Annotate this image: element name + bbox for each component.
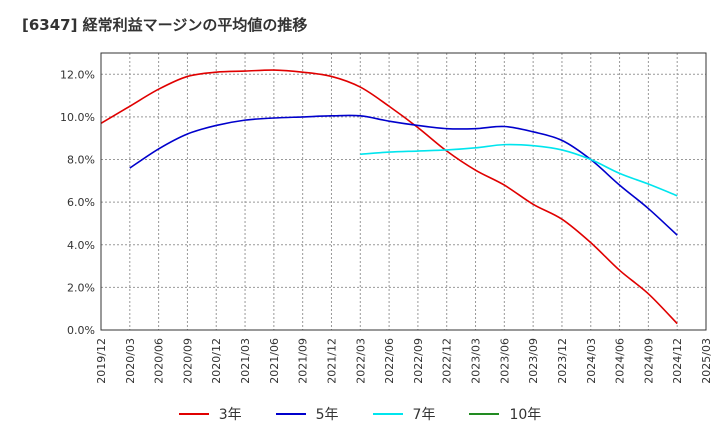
x-tick-label: 2024/12 (671, 338, 684, 384)
x-tick-label: 2023/09 (527, 338, 540, 384)
x-tick-label: 2023/12 (556, 338, 569, 384)
x-tick-label: 2020/09 (181, 338, 194, 384)
y-tick-label: 0.0% (67, 324, 95, 337)
legend-swatch (178, 413, 209, 415)
y-tick-label: 2.0% (67, 281, 95, 294)
legend-label: 3年 (218, 407, 242, 423)
grid-lines (100, 53, 707, 331)
legend-label: 5年 (315, 407, 339, 423)
legend-swatch (469, 413, 500, 415)
legend-item: 5年 (275, 404, 339, 424)
x-tick-label: 2022/09 (412, 338, 425, 384)
x-tick-label: 2019/12 (95, 338, 108, 384)
x-tick-label: 2021/12 (325, 338, 338, 384)
legend-swatch (372, 413, 403, 415)
y-tick-label: 10.0% (60, 111, 95, 124)
x-tick-label: 2020/06 (153, 338, 166, 384)
series-line-5年 (129, 114, 678, 236)
x-axis-ticks: 2019/12 2020/03 2020/06 2020/09 2020/12 2021/… (95, 338, 713, 384)
x-tick-label: 2021/06 (268, 338, 281, 384)
y-tick-label: 12.0% (60, 68, 95, 81)
x-tick-label: 2022/06 (383, 338, 396, 384)
plot-frame (100, 52, 707, 331)
x-tick-label: 2020/12 (210, 338, 223, 384)
x-tick-label: 2021/03 (239, 338, 252, 384)
legend-item: 7年 (372, 404, 436, 424)
legend-swatch (275, 413, 306, 415)
line-chart: 0.0%2.0%4.0%6.0%8.0%10.0%12.0% 2019/12 20… (60, 52, 713, 384)
y-axis-ticks: 0.0% 2.0% 4.0% 6.0% 8.0% 10.0% 12.0% (60, 68, 95, 337)
y-tick-label: 6.0% (67, 196, 95, 209)
legend: 3年 5年 7年 10年 (0, 404, 720, 424)
legend-label: 7年 (412, 407, 436, 423)
x-tick-label: 2020/03 (124, 338, 137, 384)
legend-item: 3年 (178, 404, 242, 424)
x-tick-label: 2023/03 (470, 338, 483, 384)
y-tick-label: 4.0% (67, 239, 95, 252)
series-line-7年 (360, 143, 678, 197)
series-line-3年 (100, 69, 678, 325)
x-tick-label: 2024/03 (585, 338, 598, 384)
legend-label: 10年 (509, 407, 542, 423)
x-tick-label: 2024/06 (614, 338, 627, 384)
legend-item: 10年 (469, 404, 541, 424)
x-tick-label: 2022/03 (354, 338, 367, 384)
x-tick-label: 2024/09 (642, 338, 655, 384)
x-tick-label: 2025/03 (700, 338, 713, 384)
series-lines (100, 69, 678, 325)
chart-title: [6347] 経常利益マージンの平均値の推移 (22, 16, 308, 34)
x-tick-label: 2023/06 (498, 338, 511, 384)
y-tick-label: 8.0% (67, 154, 95, 167)
x-tick-label: 2021/09 (297, 338, 310, 384)
x-tick-label: 2022/12 (441, 338, 454, 384)
